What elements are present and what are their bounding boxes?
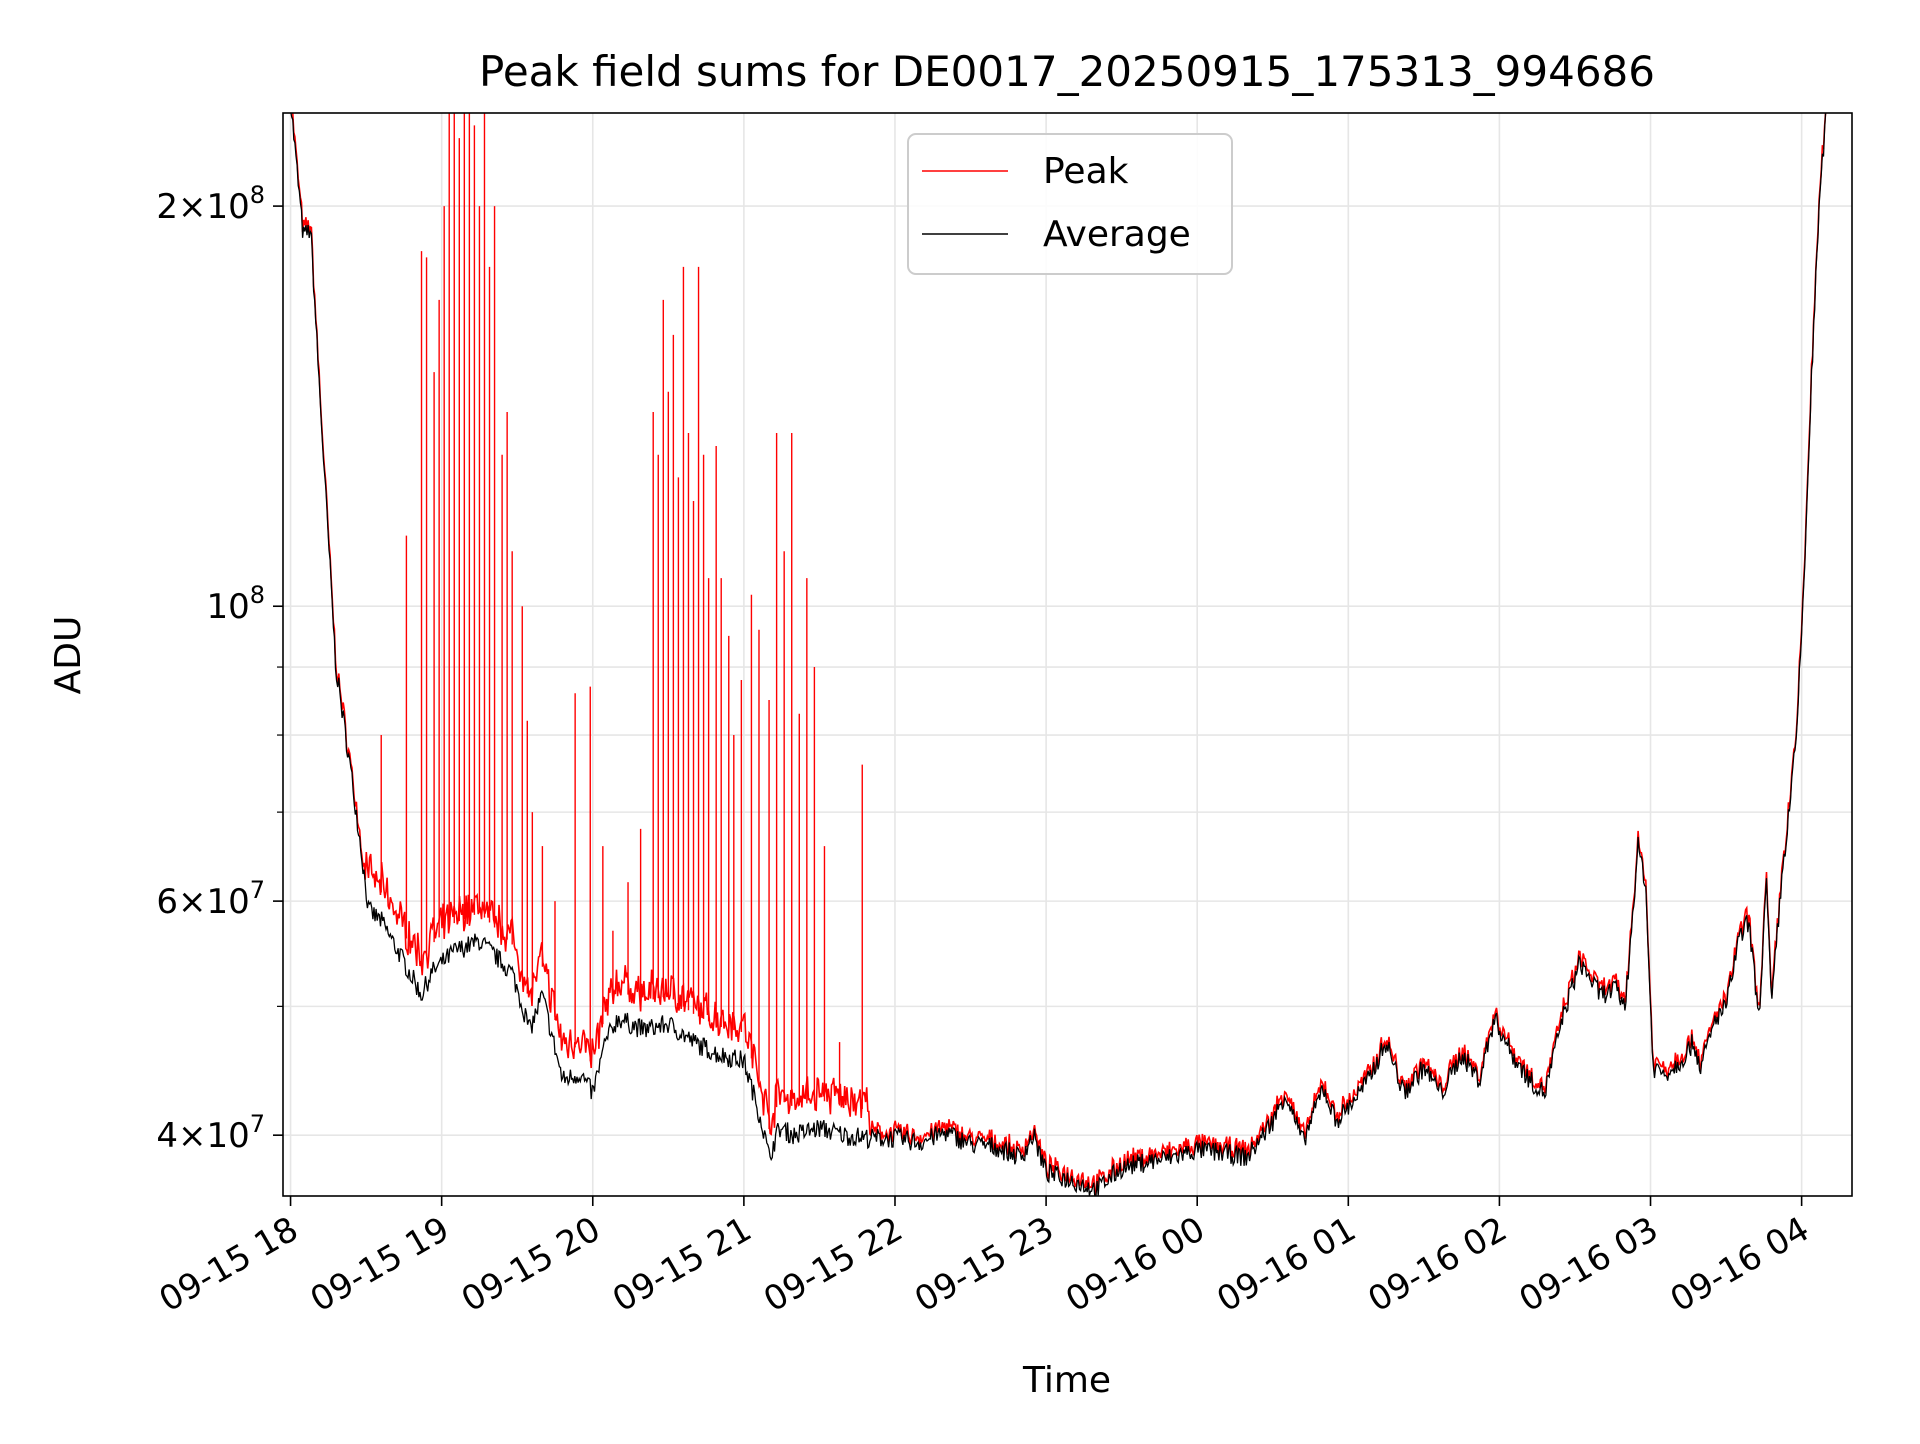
plot-frame: [282, 112, 1853, 1197]
legend: Peak Average: [907, 133, 1233, 275]
y-tick-label: 4×107: [156, 1110, 265, 1156]
legend-label-peak: Peak: [1043, 151, 1129, 192]
y-tick-label: 108: [206, 581, 265, 627]
legend-box: [907, 133, 1233, 275]
x-axis-label: Time: [1022, 1360, 1111, 1401]
y-tick-label: 6×107: [156, 876, 265, 922]
peak-series-line: [290, 113, 1827, 1196]
legend-label-average: Average: [1043, 214, 1191, 255]
y-tick-label: 2×108: [156, 181, 265, 227]
y-axis-label: ADU: [48, 616, 89, 695]
average-series-line: [290, 113, 1827, 1196]
plot-area: [290, 113, 1827, 1196]
y-axis: 4×107 6×107 108 2×108: [156, 181, 283, 1156]
chart-title: Peak field sums for DE0017_20250915_1753…: [479, 47, 1655, 96]
